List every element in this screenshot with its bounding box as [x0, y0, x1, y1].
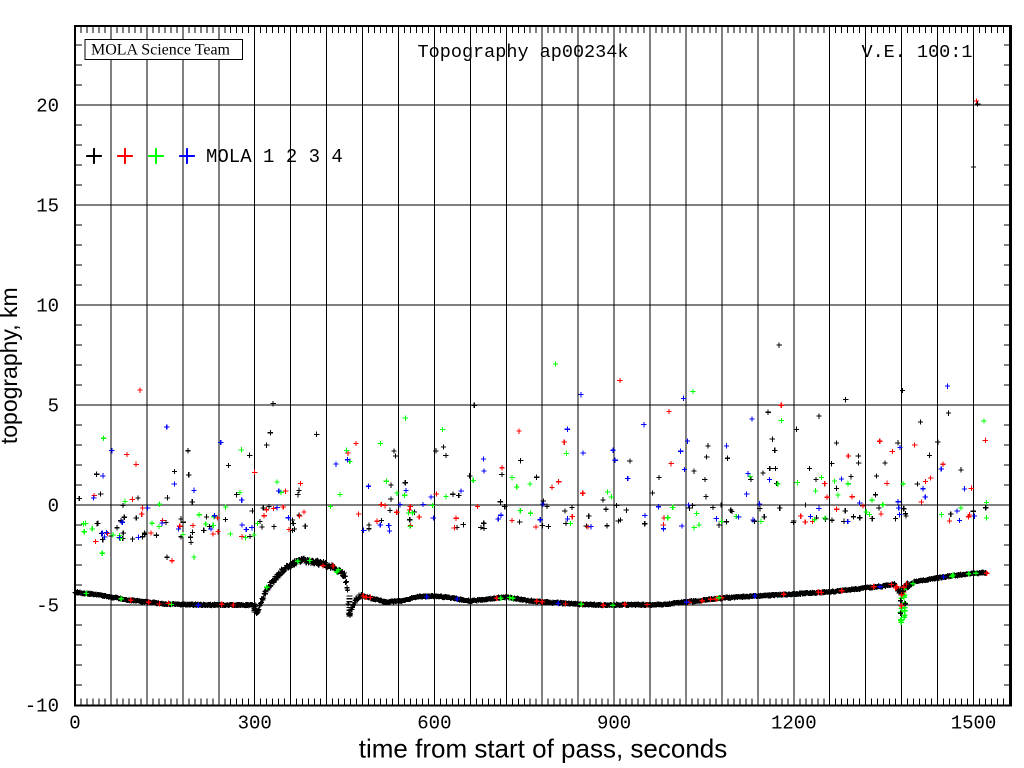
svg-text:0: 0 [48, 496, 59, 518]
svg-text:time from start of pass, secon: time from start of pass, seconds [359, 734, 727, 764]
svg-text:1500: 1500 [951, 713, 997, 735]
svg-text:10: 10 [36, 296, 59, 318]
svg-text:300: 300 [238, 713, 272, 735]
svg-text:-10: -10 [25, 696, 59, 718]
svg-text:Topography ap00234k: Topography ap00234k [418, 42, 629, 63]
svg-text:topography, km: topography, km [0, 287, 22, 444]
svg-text:V.E. 100:1: V.E. 100:1 [861, 42, 972, 63]
svg-text:20: 20 [36, 96, 59, 118]
svg-text:0: 0 [69, 713, 80, 735]
svg-text:-5: -5 [36, 596, 59, 618]
svg-text:600: 600 [417, 713, 451, 735]
svg-text:MOLA Science Team: MOLA Science Team [91, 42, 231, 59]
svg-text:15: 15 [36, 196, 59, 218]
svg-text:5: 5 [48, 396, 59, 418]
svg-text:900: 900 [597, 713, 631, 735]
svg-text:MOLA 1 2 3 4: MOLA 1 2 3 4 [206, 146, 343, 168]
svg-text:1200: 1200 [771, 713, 817, 735]
